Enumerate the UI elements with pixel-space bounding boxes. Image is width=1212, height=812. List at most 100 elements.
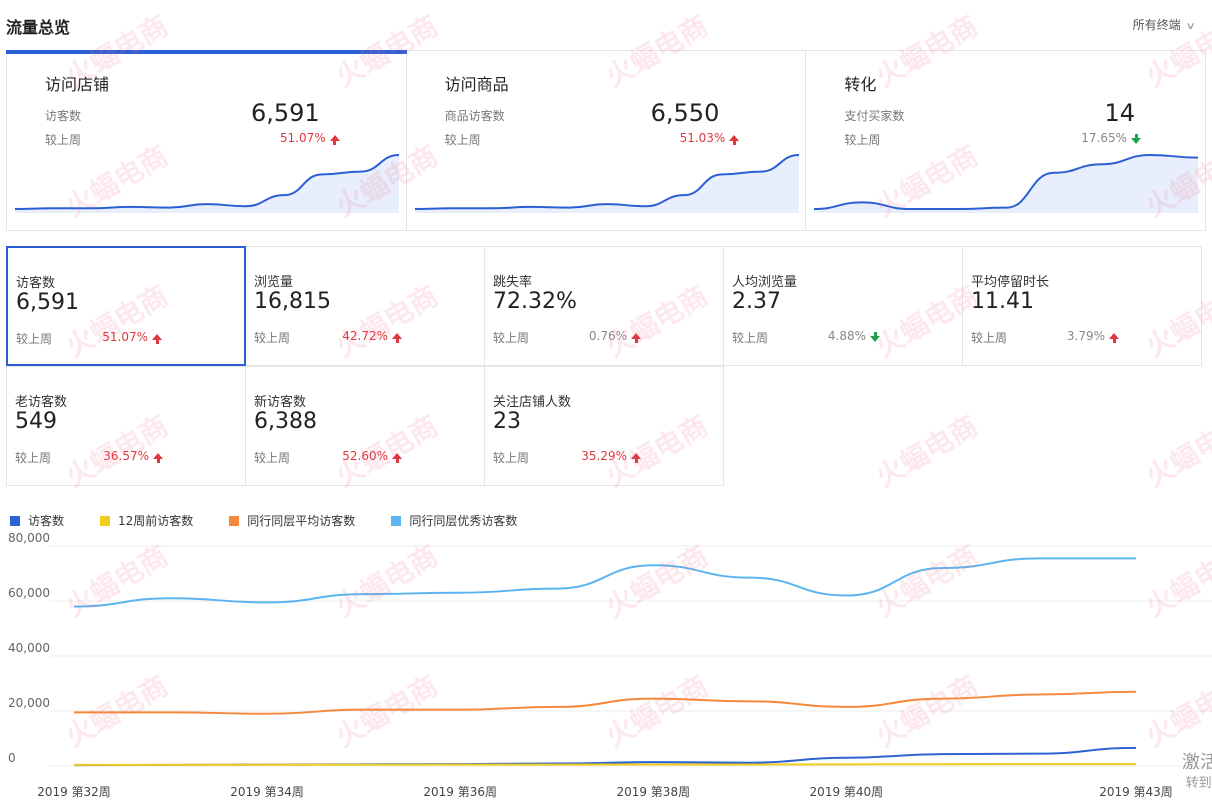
header: 流量总览 所有终端 ∨: [0, 0, 1212, 50]
arrow-up-icon: [329, 135, 340, 145]
arrow-down-icon: [870, 332, 880, 342]
x-tick-label: 2019 第38周: [616, 785, 690, 799]
series-line-访客数: [73, 746, 1137, 767]
os-activation-title: 激活: [1182, 752, 1212, 773]
arrow-down-icon: [1131, 134, 1142, 144]
metric-row: 访客数 6,591 较上周 51.07% 浏览量 16,815 较上周 42.7…: [6, 246, 1206, 366]
metric-change: 36.57%: [103, 449, 163, 463]
summary-card-label: 访客数: [45, 109, 82, 123]
legend-item-visitors[interactable]: 访客数: [10, 512, 64, 529]
legend-label: 访客数: [28, 514, 65, 528]
legend-label: 同行同层平均访客数: [247, 514, 356, 528]
summary-card-label: 支付买家数: [844, 109, 905, 123]
metric-visitors[interactable]: 访客数 6,591 较上周 51.07%: [6, 246, 246, 366]
metric-pageviews[interactable]: 浏览量 16,815 较上周 42.72%: [245, 246, 485, 366]
y-tick-label: 0: [8, 751, 16, 765]
x-tick-label: 2019 第34周: [230, 785, 304, 799]
summary-card-change: 51.03%: [680, 131, 740, 145]
metric-value: 23: [493, 409, 521, 434]
sparkline-chart: [814, 153, 1199, 213]
arrow-up-icon: [153, 453, 163, 463]
x-tick-label: 2019 第32周: [37, 785, 111, 799]
summary-card-value: 14: [1104, 99, 1136, 127]
legend-swatch: [391, 515, 402, 526]
metric-change: 52.60%: [342, 449, 402, 463]
metric-avg-duration[interactable]: 平均停留时长 11.41 较上周 3.79%: [962, 246, 1202, 366]
y-tick-label: 40,000: [8, 641, 50, 655]
metric-compare: 较上周: [16, 332, 53, 346]
legend-label: 同行同层优秀访客数: [409, 514, 518, 528]
metric-label: 平均停留时长: [971, 275, 1050, 290]
summary-card-compare: 较上周: [45, 133, 82, 147]
metric-label: 浏览量: [254, 275, 294, 290]
arrow-up-icon: [152, 334, 162, 344]
sparkline-line: [414, 154, 799, 210]
metric-new-visitors[interactable]: 新访客数 6,388 较上周 52.60%: [245, 366, 485, 486]
metric-label: 新访客数: [254, 395, 307, 410]
series-line-12周前访客数: [74, 763, 1136, 766]
metric-label: 关注店铺人数: [493, 395, 572, 410]
metric-compare: 较上周: [732, 331, 769, 345]
arrow-up-icon: [729, 135, 740, 145]
summary-card-store[interactable]: 访问店铺 访客数 6,591 较上周 51.07%: [6, 50, 407, 230]
summary-card-title: 访问店铺: [45, 75, 110, 94]
x-tick-label: 2019 第40周: [810, 785, 884, 799]
device-filter-dropdown[interactable]: 所有终端 ∨: [1133, 16, 1196, 33]
sparkline-area: [414, 155, 799, 213]
metric-compare: 较上周: [254, 331, 291, 345]
y-tick-label: 80,000: [8, 531, 50, 545]
summary-card-compare: 较上周: [844, 133, 881, 147]
metric-label: 老访客数: [15, 395, 68, 410]
summary-card-product[interactable]: 访问商品 商品访客数 6,550 较上周 51.03%: [407, 51, 807, 230]
summary-card-value: 6,591: [250, 99, 320, 127]
metric-change: 3.79%: [1067, 329, 1119, 343]
y-tick-label: 60,000: [8, 586, 50, 600]
legend-item-peer-avg[interactable]: 同行同层平均访客数: [229, 512, 355, 529]
metric-change: 42.72%: [342, 329, 402, 343]
metric-bounce-rate[interactable]: 跳失率 72.32% 较上周 0.76%: [484, 246, 724, 366]
legend-item-peer-top[interactable]: 同行同层优秀访客数: [391, 512, 517, 529]
metric-compare: 较上周: [971, 331, 1008, 345]
metric-value: 6,591: [16, 290, 79, 315]
metric-value: 6,388: [254, 409, 317, 434]
metric-compare: 较上周: [15, 451, 52, 465]
legend-swatch: [100, 515, 111, 526]
summary-card-conversion[interactable]: 转化 支付买家数 14 较上周 17.65%: [806, 51, 1205, 230]
legend-label: 12周前访客数: [118, 514, 194, 528]
metric-label: 访客数: [16, 276, 56, 291]
metric-returning-visitors[interactable]: 老访客数 549 较上周 36.57%: [6, 366, 246, 486]
arrow-up-icon: [392, 453, 402, 463]
arrow-up-icon: [631, 453, 641, 463]
sparkline-chart: [414, 154, 799, 213]
sparkline-area: [15, 155, 399, 213]
metric-store-followers[interactable]: 关注店铺人数 23 较上周 35.29%: [484, 366, 724, 486]
page-title: 流量总览: [6, 18, 71, 37]
sparkline-chart: [15, 154, 399, 213]
summary-card-label: 商品访客数: [444, 109, 505, 123]
arrow-up-icon: [392, 333, 402, 343]
chart-legend: 访客数 12周前访客数 同行同层平均访客数 同行同层优秀访客数: [10, 512, 553, 529]
x-tick-label: 2019 第36周: [423, 785, 497, 799]
summary-cards: 访问店铺 访客数 6,591 较上周 51.07% 访问商品 商品访客数 6,5…: [6, 50, 1206, 231]
legend-item-12w-visitors[interactable]: 12周前访客数: [100, 512, 193, 529]
chevron-down-icon: ∨: [1185, 21, 1196, 32]
metric-value: 2.37: [732, 289, 781, 314]
summary-card-title: 转化: [844, 75, 877, 94]
metric-value: 16,815: [254, 289, 331, 314]
metric-label: 人均浏览量: [732, 275, 798, 290]
x-tick-label: 2019 第43周: [1099, 785, 1173, 799]
metric-row: 老访客数 549 较上周 36.57% 新访客数 6,388 较上周 52.60…: [6, 366, 1206, 486]
arrow-up-icon: [631, 333, 641, 343]
metric-value: 11.41: [971, 289, 1034, 314]
sparkline-area: [814, 155, 1199, 213]
summary-card-compare: 较上周: [444, 133, 481, 147]
summary-card-change: 17.65%: [1081, 131, 1142, 145]
metric-change: 0.76%: [589, 329, 641, 343]
series-line-同行同层平均访客数: [73, 690, 1137, 715]
metric-value: 549: [15, 409, 57, 434]
metric-value: 72.32%: [493, 289, 577, 314]
metric-avg-pageviews[interactable]: 人均浏览量 2.37 较上周 4.88%: [723, 246, 963, 366]
metric-compare: 较上周: [493, 451, 530, 465]
series-line-同行同层优秀访客数: [73, 557, 1136, 608]
metric-change: 4.88%: [828, 329, 880, 343]
